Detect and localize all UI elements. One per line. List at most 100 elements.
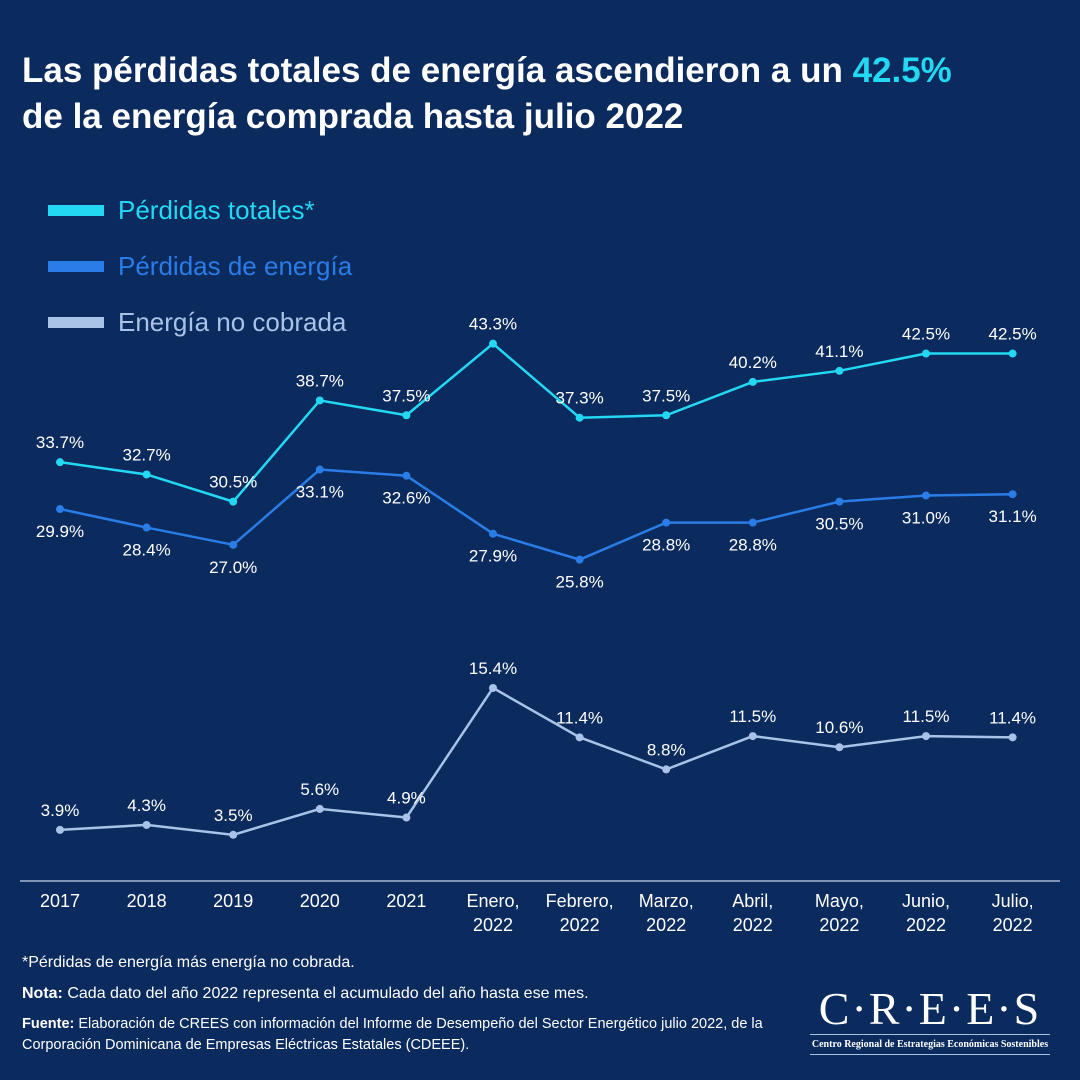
data-label: 10.6% <box>815 718 863 737</box>
data-point <box>315 804 324 813</box>
data-label: 30.5% <box>209 473 257 492</box>
x-tick-label: 2020 <box>300 891 340 911</box>
data-label: 42.5% <box>902 325 950 344</box>
data-label: 11.4% <box>989 708 1036 727</box>
x-tick-label: Febrero, 2022 <box>546 891 614 935</box>
data-point <box>142 820 151 829</box>
legend-swatch <box>48 204 104 216</box>
x-tick-label: 2018 <box>127 891 167 911</box>
x-tick-label: 2017 <box>40 891 80 911</box>
data-point <box>662 411 671 420</box>
data-label: 29.9% <box>36 522 84 541</box>
line-chart: 2017 2018 2019 2020 2021 Enero, 2022 Febrero, 20… <box>20 315 1060 935</box>
data-point <box>575 413 584 422</box>
data-label: 28.4% <box>122 541 170 560</box>
chart-title: Las pérdidas totales de energía ascendie… <box>22 51 952 136</box>
data-label: 3.9% <box>41 801 80 820</box>
legend-item: Pérdidas de energía <box>48 238 352 294</box>
data-label: 37.3% <box>555 389 603 408</box>
legend-label: Energía no cobrada <box>118 306 347 337</box>
x-tick-label: 2019 <box>213 891 253 911</box>
data-point <box>489 683 497 692</box>
data-point <box>402 411 411 420</box>
data-label: 41.1% <box>815 342 863 361</box>
data-point <box>402 813 411 822</box>
data-point <box>489 339 497 348</box>
data-point <box>229 830 238 839</box>
series-line <box>59 686 1013 837</box>
legend: Pérdidas totales* Pérdidas de energía Ener… <box>48 182 352 350</box>
data-point <box>922 349 930 358</box>
data-point <box>922 491 930 500</box>
nota: Nota: Cada dato del año 2022 representa … <box>22 985 589 1002</box>
data-label: 11.5% <box>903 707 950 726</box>
fuente: Fuente: Elaboración de CREES con informa… <box>22 1016 763 1053</box>
data-label: 43.3% <box>469 315 517 334</box>
data-point <box>1008 490 1017 499</box>
data-point <box>56 505 64 514</box>
data-label: 11.5% <box>729 707 776 726</box>
legend-label: Pérdidas de energía <box>118 250 353 281</box>
data-label: 28.8% <box>729 536 777 555</box>
x-tick-label: Marzo, 2022 <box>639 891 694 935</box>
data-label: 27.0% <box>209 558 257 577</box>
series-line <box>59 468 1013 561</box>
data-label: 37.5% <box>642 386 690 405</box>
data-label: 31.1% <box>988 507 1036 526</box>
legend-swatch <box>48 316 104 328</box>
data-point <box>56 458 64 467</box>
data-point <box>229 540 238 549</box>
crees-logo: C·R·E·E·S Centro Regional de Estrategias… <box>810 986 1050 1055</box>
data-label: 25.8% <box>555 573 603 592</box>
notes: *Pérdidas de energía más energía no cobr… <box>22 952 792 1065</box>
data-label: 33.7% <box>36 433 84 452</box>
title-highlight: 42.5% <box>852 51 952 90</box>
data-point <box>575 733 584 742</box>
legend-item: Energía no cobrada <box>48 294 352 350</box>
x-tick-label: Mayo, 2022 <box>815 891 864 935</box>
data-point <box>315 465 324 474</box>
data-point <box>922 732 930 741</box>
data-label: 3.5% <box>214 806 253 825</box>
data-label: 32.6% <box>382 489 430 508</box>
data-point <box>835 366 844 375</box>
data-point <box>142 523 151 532</box>
data-label: 32.7% <box>122 445 170 464</box>
legend-label: Pérdidas totales* <box>118 194 315 225</box>
data-label: 28.8% <box>642 536 690 555</box>
legend-item: Pérdidas totales* <box>48 182 352 238</box>
footnote: *Pérdidas de energía más energía no cobr… <box>22 954 355 971</box>
data-label: 30.5% <box>815 515 863 534</box>
data-point <box>835 743 844 752</box>
data-label: 4.3% <box>127 796 166 815</box>
data-point <box>229 497 238 506</box>
data-label: 31.0% <box>902 508 950 527</box>
x-tick-label: Enero, 2022 <box>466 891 519 935</box>
x-tick-label: Junio, 2022 <box>902 891 950 935</box>
data-point <box>1008 733 1017 742</box>
data-label: 38.7% <box>296 371 344 390</box>
data-point <box>662 518 671 527</box>
data-label: 33.1% <box>296 483 344 502</box>
data-point <box>142 470 151 479</box>
data-label: 4.9% <box>387 789 426 808</box>
x-tick-label: 2021 <box>386 891 426 911</box>
x-tick-label: Julio, 2022 <box>992 891 1034 935</box>
data-point <box>402 471 411 480</box>
data-point <box>748 377 757 386</box>
data-label: 15.4% <box>469 659 517 678</box>
data-point <box>662 765 671 774</box>
data-point <box>575 555 584 564</box>
data-label: 8.8% <box>647 740 686 759</box>
data-point <box>56 825 64 834</box>
data-label: 40.2% <box>729 353 777 372</box>
data-label: 5.6% <box>300 780 339 799</box>
data-label: 37.5% <box>382 386 430 405</box>
legend-swatch <box>48 260 104 272</box>
data-point <box>835 497 844 506</box>
data-point <box>315 396 324 405</box>
data-point <box>1008 349 1017 358</box>
data-label: 27.9% <box>469 547 517 566</box>
data-point <box>748 518 757 527</box>
data-label: 42.5% <box>988 325 1036 344</box>
